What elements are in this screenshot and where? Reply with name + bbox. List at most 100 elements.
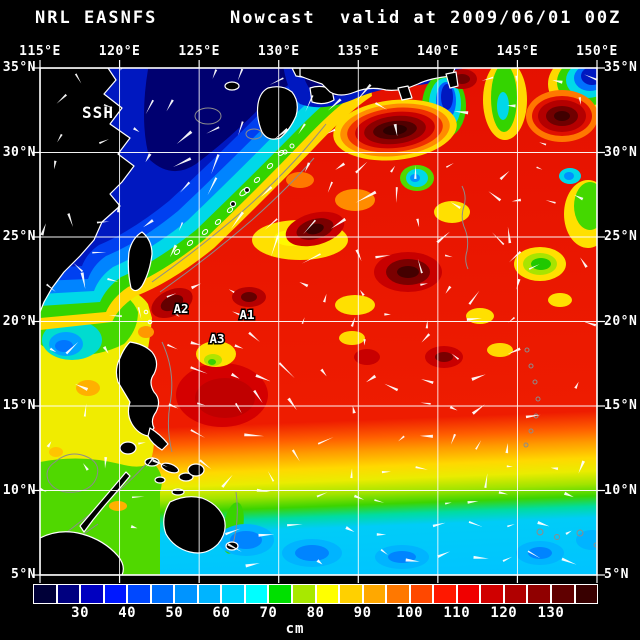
colorbar-segment: [363, 585, 386, 603]
current-arrow: [395, 187, 398, 204]
current-arrow: [353, 494, 365, 500]
current-arrow: [316, 492, 328, 498]
current-arrow: [445, 162, 454, 168]
colorbar-segment: [575, 585, 598, 603]
current-arrow: [488, 191, 502, 202]
current-arrow: [475, 440, 482, 450]
current-arrow: [260, 186, 273, 198]
current-arrow: [145, 153, 152, 163]
current-arrow: [498, 491, 509, 495]
current-arrow: [230, 211, 244, 229]
current-arrow: [584, 74, 597, 81]
colorbar: [33, 584, 598, 604]
lon-label: 125°E: [178, 44, 220, 59]
current-arrow: [225, 528, 241, 536]
current-arrow: [269, 77, 284, 85]
colorbar-segment: [81, 585, 103, 603]
current-arrow: [471, 374, 486, 381]
current-arrow: [167, 343, 178, 350]
current-arrow: [303, 219, 317, 235]
current-arrow: [355, 161, 368, 174]
current-arrow: [230, 372, 240, 379]
current-arrow: [270, 235, 280, 257]
current-arrow: [80, 272, 86, 289]
current-arrow: [515, 75, 518, 83]
current-arrow: [511, 198, 522, 202]
colorbar-tick-label: 90: [353, 605, 372, 621]
colorbar-tick-label: 130: [537, 605, 565, 621]
colorbar-tick-label: 80: [306, 605, 325, 621]
current-arrow: [305, 95, 314, 112]
lon-label: 145°E: [496, 44, 539, 59]
current-arrow: [190, 429, 206, 438]
lon-label: 120°E: [98, 44, 141, 59]
colorbar-segment: [410, 585, 433, 603]
current-arrow: [256, 488, 271, 492]
current-arrow: [580, 257, 588, 268]
current-arrow: [507, 226, 512, 244]
current-arrow: [374, 102, 388, 110]
current-arrow: [449, 405, 458, 411]
current-arrow: [436, 231, 450, 244]
current-arrow: [491, 232, 505, 246]
current-arrow: [57, 133, 63, 143]
current-arrow: [527, 550, 541, 559]
colorbar-unit: cm: [285, 621, 305, 637]
current-arrow: [565, 530, 572, 536]
current-arrow: [516, 278, 521, 290]
colorbar-segment: [104, 585, 127, 603]
current-arrow: [49, 347, 57, 353]
current-arrow: [419, 434, 433, 438]
current-arrow: [468, 290, 480, 305]
current-arrow: [221, 474, 233, 488]
lat-label-right: 30°N: [604, 144, 638, 160]
current-arrow: [467, 501, 479, 504]
lat-label-right: 20°N: [604, 313, 638, 329]
current-arrow: [304, 162, 311, 173]
current-arrow: [301, 317, 305, 325]
grid-lines: [40, 68, 597, 575]
current-arrow: [507, 104, 516, 108]
current-arrow: [352, 405, 356, 414]
current-arrow: [417, 258, 423, 274]
current-arrow: [451, 353, 460, 360]
land-china: [40, 68, 135, 313]
current-arrow: [176, 130, 193, 145]
current-arrow: [199, 459, 212, 470]
lat-label-right: 10°N: [604, 482, 638, 498]
current-arrow: [168, 403, 179, 409]
current-arrow: [287, 524, 303, 527]
current-arrow: [104, 457, 108, 469]
current-arrow: [301, 253, 321, 264]
current-arrow: [330, 217, 347, 229]
current-arrow: [287, 397, 297, 411]
current-arrow: [335, 162, 346, 170]
current-arrow: [211, 154, 220, 175]
current-arrow: [561, 557, 577, 565]
colorbar-segment: [57, 585, 80, 603]
current-arrow: [96, 221, 110, 224]
current-arrow: [384, 383, 399, 392]
current-arrow: [471, 404, 485, 415]
current-arrow: [363, 339, 366, 346]
eddy-label-a2: A2: [173, 301, 188, 316]
current-arrow: [507, 524, 515, 528]
current-arrow: [238, 121, 244, 136]
colorbar-tick-label: 100: [396, 605, 424, 621]
current-arrow: [356, 83, 372, 102]
current-arrow: [505, 442, 509, 454]
colorbar-segment: [222, 585, 244, 603]
current-arrow: [578, 97, 581, 105]
current-arrow: [255, 374, 271, 382]
current-arrow: [143, 219, 154, 228]
lat-label-left: 15°N: [2, 398, 36, 413]
lat-label-left: 5°N: [11, 567, 36, 582]
current-arrow: [56, 93, 68, 104]
current-arrow: [137, 307, 142, 320]
colorbar-segment: [387, 585, 409, 603]
current-arrow: [131, 496, 145, 499]
current-arrow: [473, 555, 489, 559]
current-arrow: [206, 126, 220, 134]
small-island-outlines: [143, 143, 295, 325]
current-arrow: [323, 293, 327, 303]
